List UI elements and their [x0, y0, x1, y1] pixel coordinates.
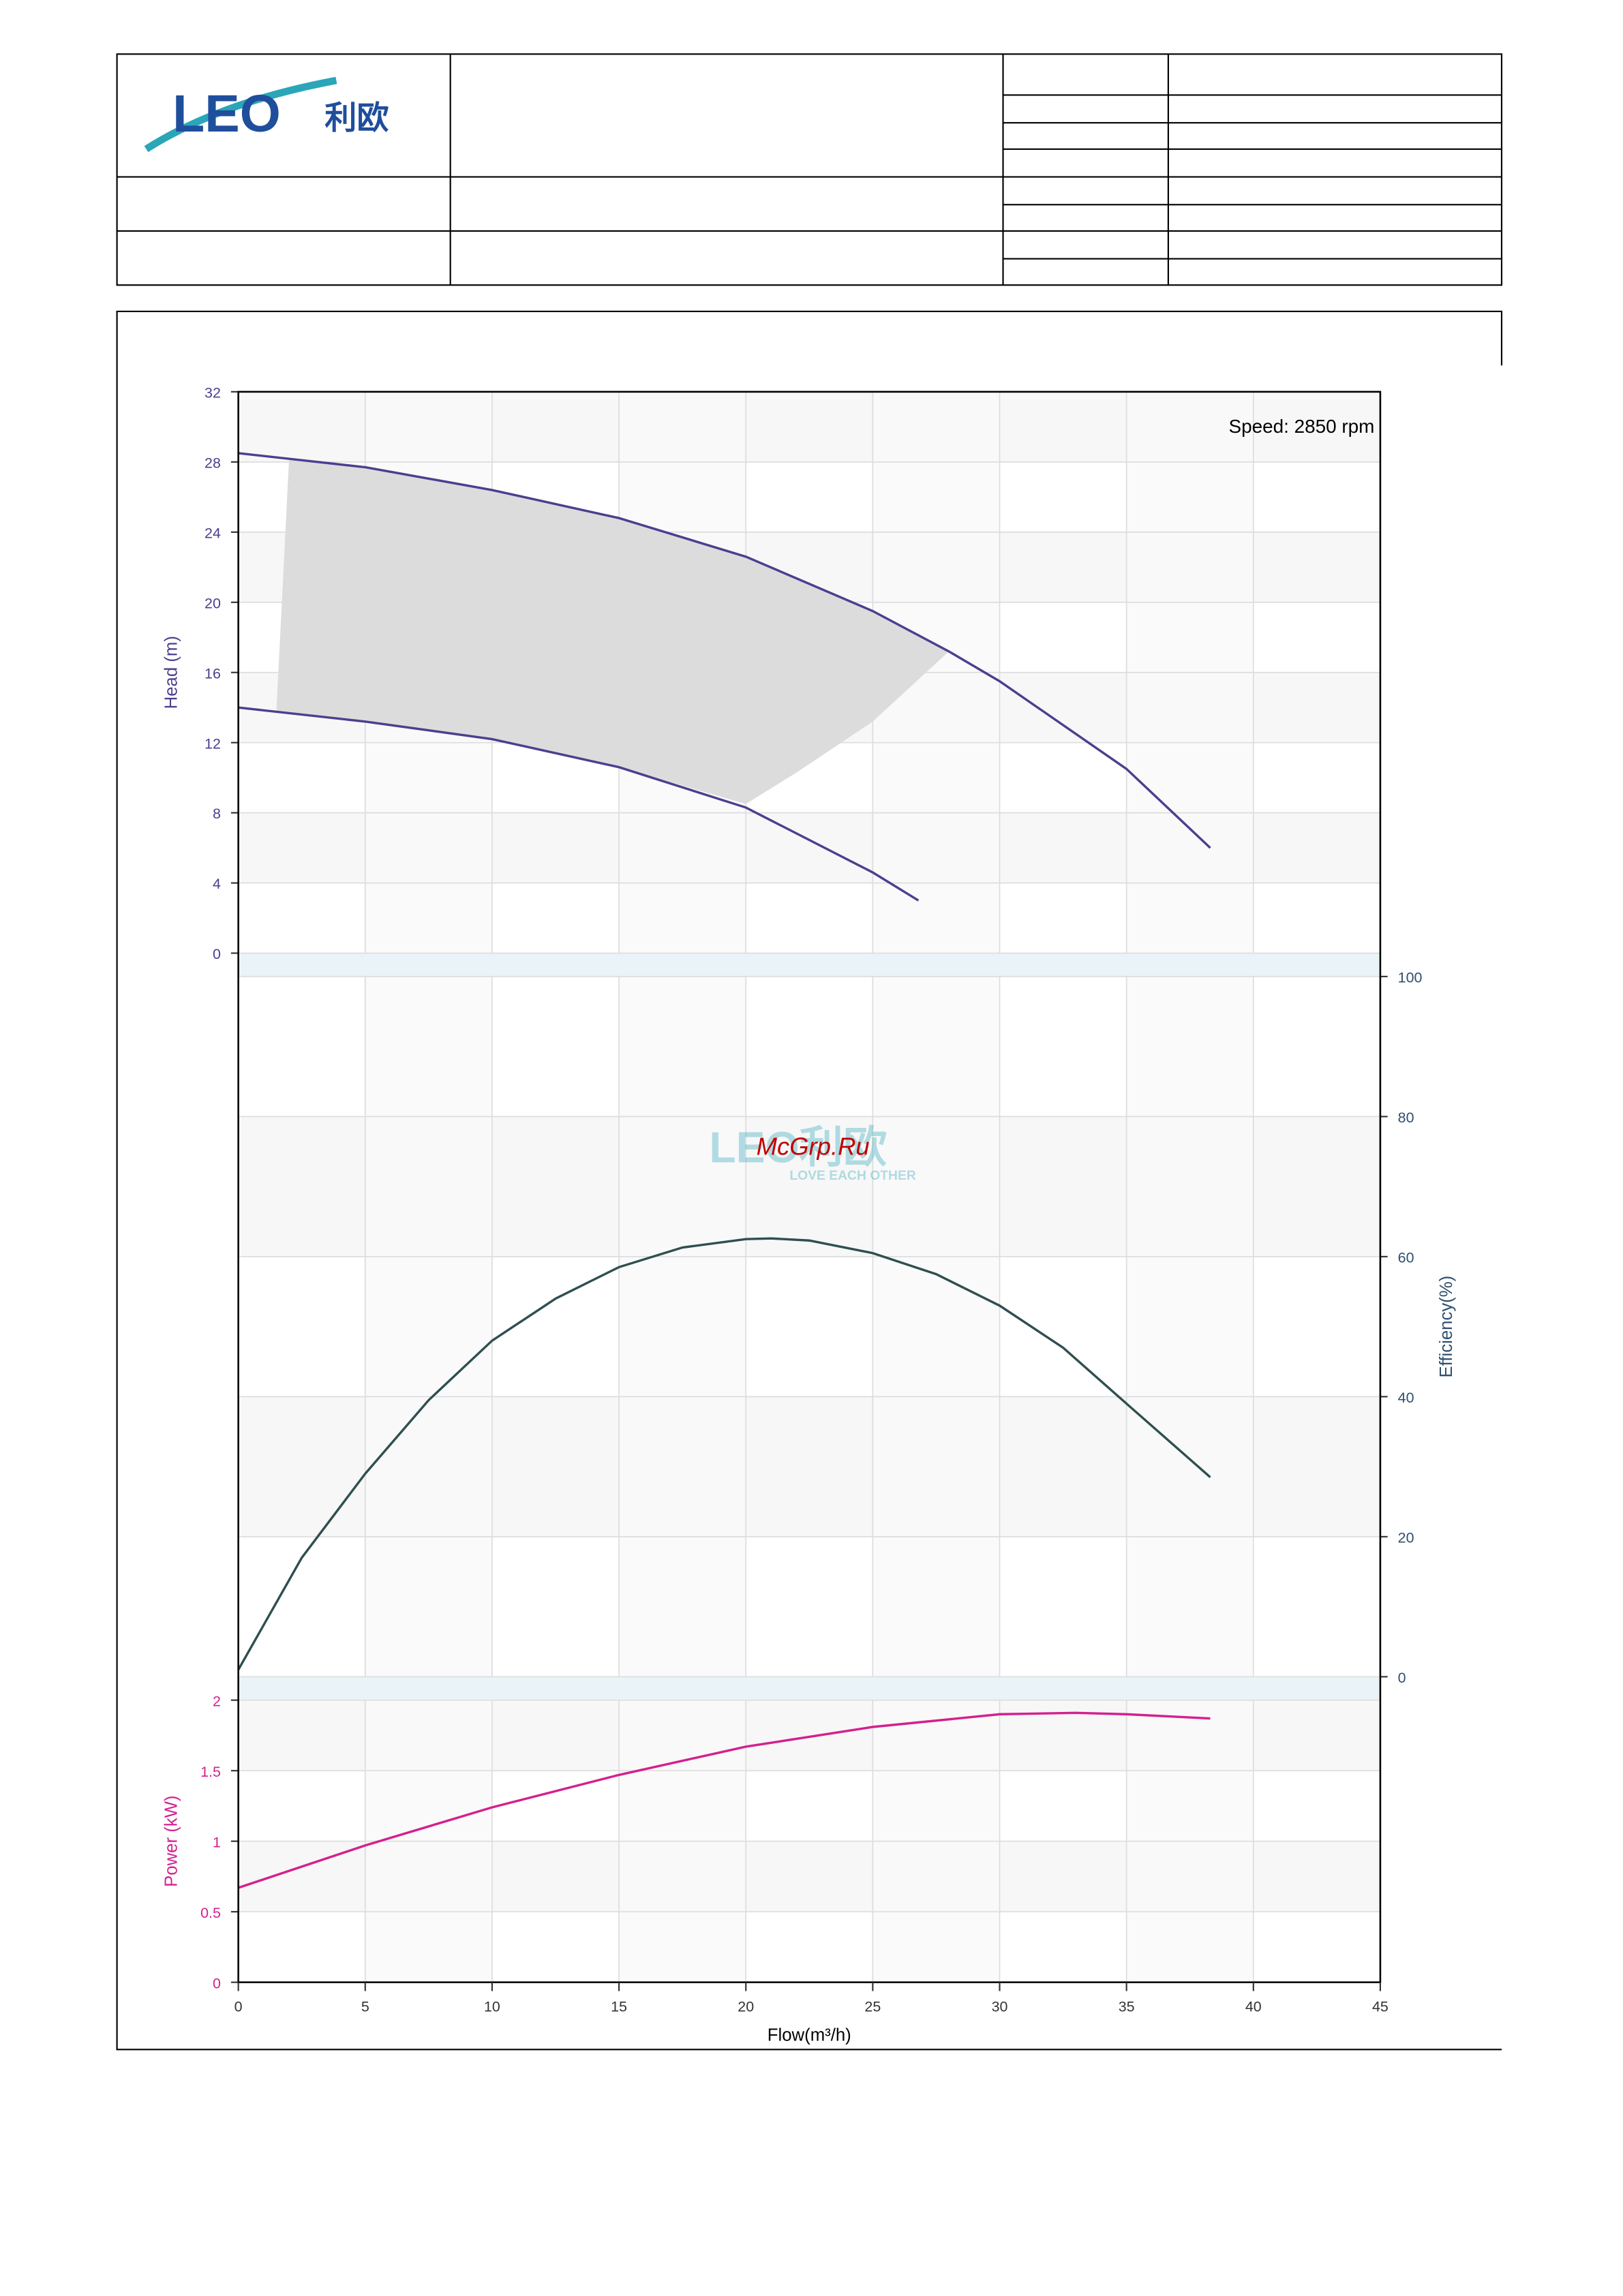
y-tick-label: 0	[213, 946, 221, 962]
y-tick-label: 8	[213, 806, 221, 822]
x-tick-label: 25	[864, 1999, 881, 2015]
x-tick-label: 10	[484, 1999, 500, 2015]
y-tick-label: 28	[204, 455, 221, 471]
y-tick-label: 0.5	[200, 1905, 221, 1921]
chart-frame	[116, 310, 1503, 2051]
y-tick-label: 60	[1398, 1249, 1414, 1266]
watermark-tagline: LOVE EACH OTHER	[789, 1169, 916, 1183]
y-tick-label: 0	[1398, 1670, 1406, 1686]
y-tick-label: 20	[1398, 1529, 1414, 1546]
y-tick-label: 0	[213, 1975, 221, 1991]
y-tick-label: 2	[213, 1693, 221, 1709]
operating-region	[276, 458, 950, 804]
stripe	[873, 976, 1000, 1677]
x-tick-label: 35	[1119, 1999, 1135, 2015]
x-tick-label: 5	[361, 1999, 369, 2015]
y-tick-label: 1	[213, 1834, 221, 1850]
watermark-text: McGrp.Ru	[757, 1133, 870, 1161]
table-border	[116, 53, 1503, 286]
logo-cn: 利欧	[324, 100, 389, 136]
panel-gap	[238, 953, 1380, 977]
x-tick-label: 45	[1372, 1999, 1389, 2015]
curve	[237, 1237, 1211, 1670]
y-tick-label: 4	[213, 876, 221, 892]
annotation: Speed: 2850 rpm	[1228, 416, 1374, 437]
x-tick-label: 30	[992, 1999, 1008, 2015]
panel-gap	[238, 1677, 1380, 1700]
stripe	[1126, 976, 1254, 1677]
y-tick-label: 16	[204, 665, 221, 682]
watermark: LEO利欧 LOVE EACH OTHER	[709, 1122, 916, 1183]
y-tick-label: 32	[204, 384, 221, 401]
x-tick-label: 40	[1245, 1999, 1262, 2015]
x-tick-label: 15	[611, 1999, 627, 2015]
watermark-logo: LEO利欧	[709, 1122, 887, 1172]
y-tick-label: 1.5	[200, 1764, 221, 1780]
y-tick-label: 40	[1398, 1390, 1414, 1406]
x-tick-label: 20	[738, 1999, 754, 2015]
y-tick-label: 80	[1398, 1109, 1414, 1126]
y-tick-label: 20	[204, 595, 221, 611]
curve	[238, 706, 920, 902]
x-tick-label: 0	[234, 1999, 243, 2015]
header-table: LEO 利欧	[116, 53, 1503, 286]
logo: LEO	[172, 85, 281, 143]
x-axis-label: Flow(m³/h)	[768, 2025, 851, 2045]
logo-swoosh	[144, 76, 337, 153]
y-tick-label: 12	[204, 735, 221, 752]
curve	[238, 1711, 1211, 1889]
y-axis-label: Efficiency(%)	[1437, 1276, 1456, 1378]
y-axis-label: Power (kW)	[162, 1795, 181, 1886]
stripe	[365, 976, 492, 1677]
y-tick-label: 24	[204, 525, 221, 541]
y-tick-label: 100	[1398, 969, 1423, 985]
curve	[238, 452, 1211, 849]
plot-border	[237, 391, 1382, 1983]
y-axis-label: Head (m)	[162, 636, 181, 709]
stripe	[619, 976, 746, 1677]
